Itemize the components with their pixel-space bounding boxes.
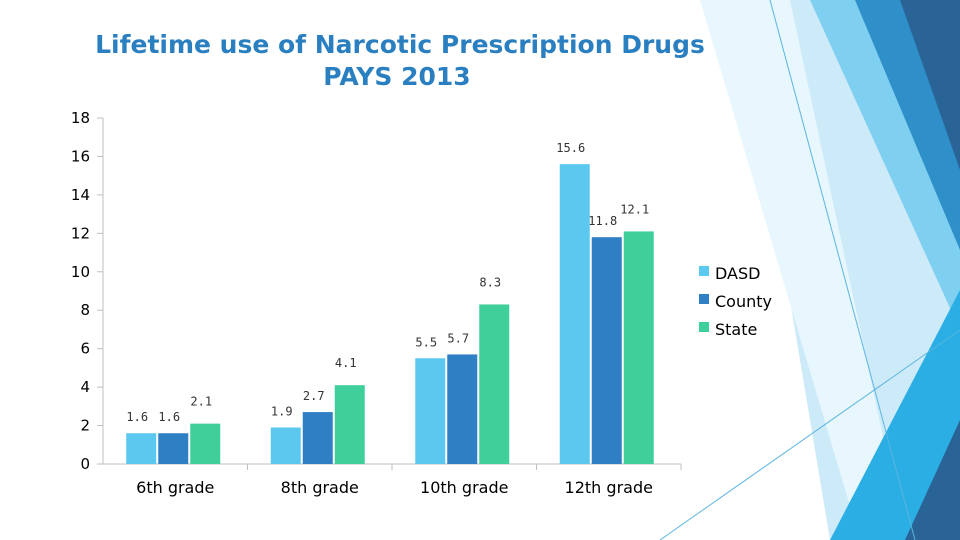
data-label: 1.9 [271,404,293,418]
y-tick-label: 12 [71,224,90,242]
chart-title-line-2: PAYS 2013 [323,62,471,91]
data-label: 1.6 [126,410,148,424]
x-category-label: 12th grade [565,478,653,497]
x-category-label: 10th grade [420,478,508,497]
bar-county [591,237,622,464]
data-label: 11.8 [588,214,617,228]
x-category-label: 8th grade [281,478,359,497]
y-tick-label: 14 [71,186,90,204]
data-label: 8.3 [479,275,501,289]
data-label: 15.6 [556,141,585,155]
bar-county [447,354,478,464]
bar-dasd [126,433,157,464]
data-label: 2.7 [303,389,325,403]
legend-swatch-county [699,294,709,304]
legend-swatch-state [699,322,709,332]
legend-label-dasd: DASD [715,264,760,283]
y-tick-label: 16 [71,147,90,165]
deco-shape-dark [900,0,960,170]
legend-swatch-dasd [699,266,709,276]
bar-dasd [559,164,590,464]
data-label: 4.1 [335,356,357,370]
bar-state [334,385,365,464]
y-tick-label: 0 [80,455,90,473]
bar-dasd [270,427,301,464]
data-label: 5.5 [415,335,437,349]
data-label: 12.1 [620,202,649,216]
y-tick-label: 8 [80,301,90,319]
bar-county [158,433,189,464]
y-tick-label: 2 [80,417,90,435]
bar-state [623,231,654,464]
y-tick-label: 6 [80,340,90,358]
data-label: 2.1 [190,395,212,409]
bar-county [302,412,333,464]
x-category-label: 6th grade [136,478,214,497]
bar-state [190,423,221,464]
deco-shape-bottom-dark [905,420,960,540]
legend-label-county: County [715,292,772,311]
y-tick-label: 4 [80,378,90,396]
data-label: 5.7 [447,331,469,345]
chart-title-line-1: Lifetime use of Narcotic Prescription Dr… [95,30,705,59]
legend-label-state: State [715,320,757,339]
bar-state [479,304,510,464]
deco-line [769,0,916,540]
y-tick-label: 18 [71,109,90,127]
y-tick-label: 10 [71,263,90,281]
data-label: 1.6 [158,410,180,424]
deco-line-2 [659,329,960,540]
bar-dasd [415,358,446,464]
deco-shape-light-2 [700,0,905,540]
